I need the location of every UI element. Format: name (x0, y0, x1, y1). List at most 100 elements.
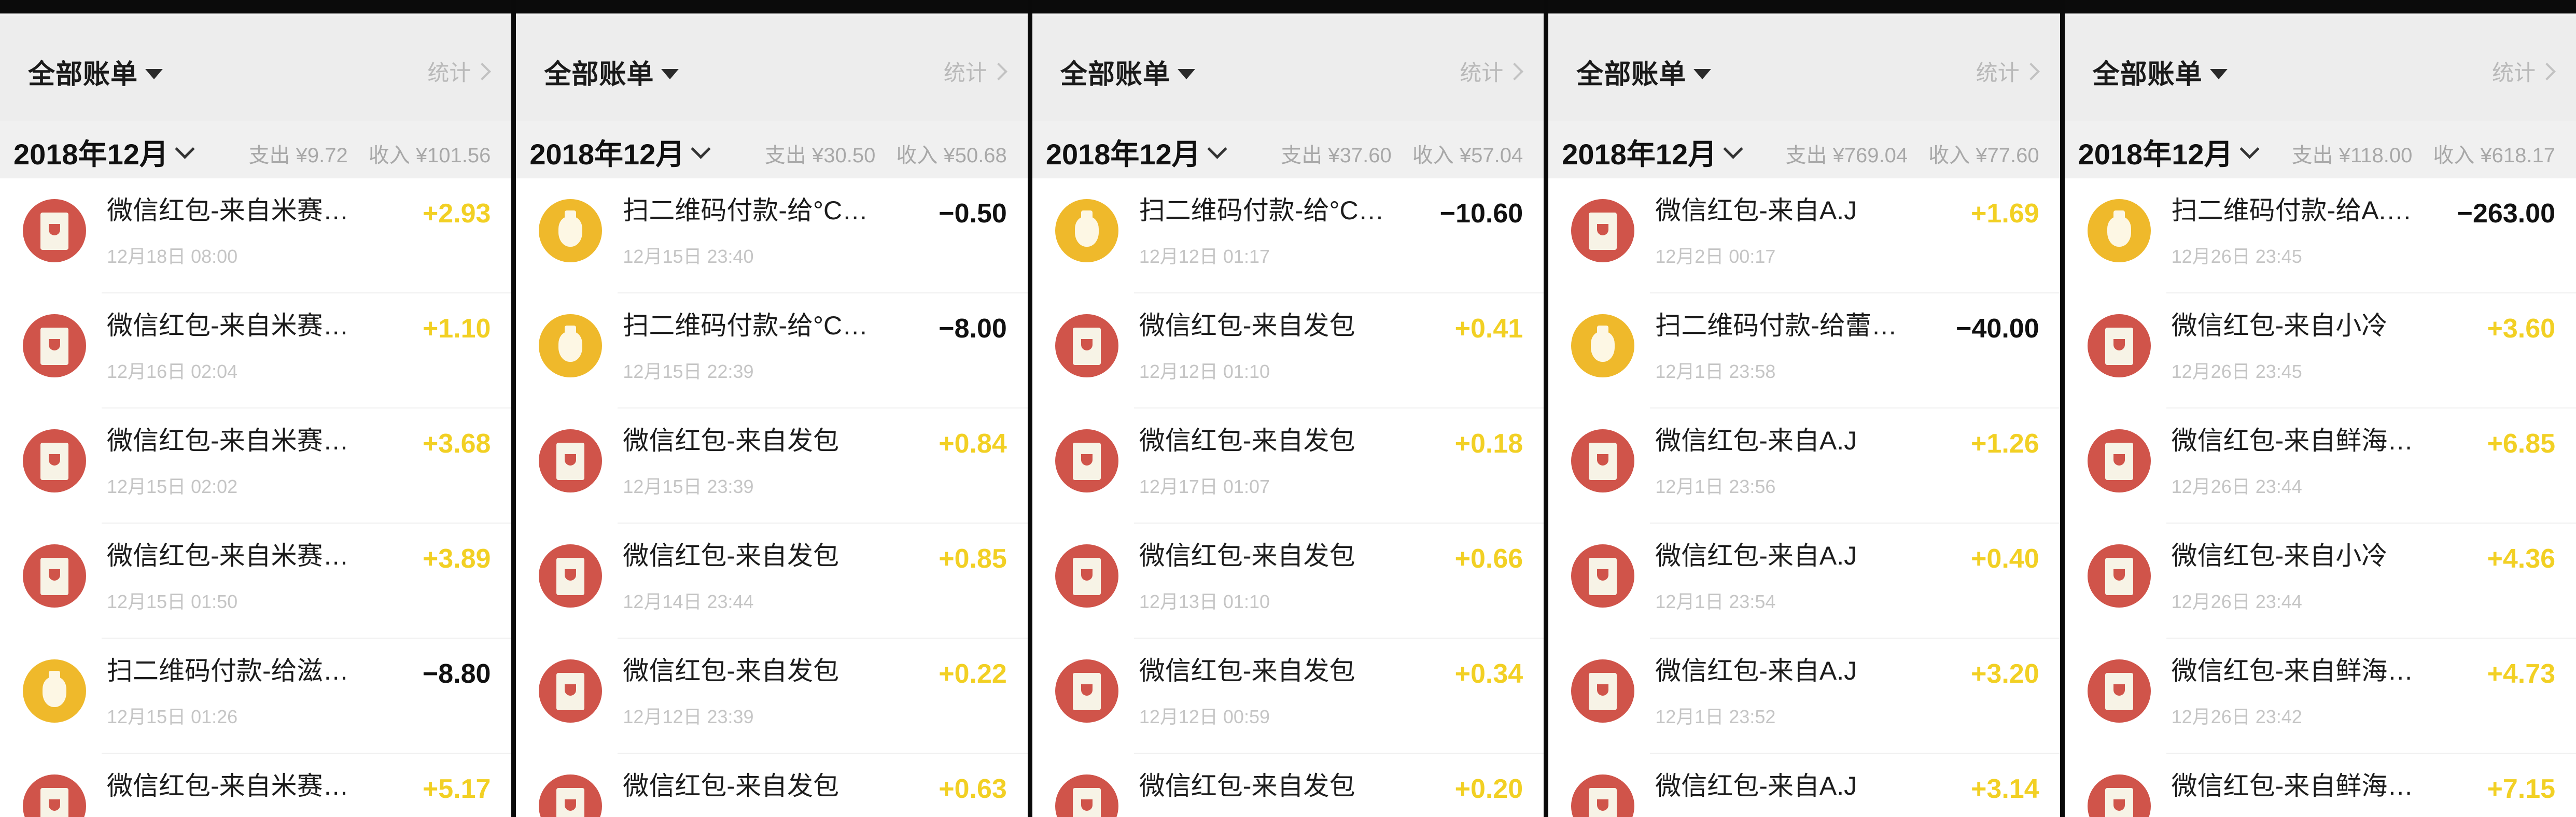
money-bag-icon (1571, 314, 1635, 377)
red-packet-icon (23, 199, 86, 262)
chevron-right-icon (473, 62, 492, 80)
transaction-body: 微信红包-来自A.J 12月2日 00:17 (1634, 196, 1904, 269)
month-selector[interactable]: 2018年12月 (1562, 131, 1743, 173)
bill-filter-label: 全部账单 (2092, 60, 2203, 90)
transaction-row[interactable]: 扫二维码付款-给°C·钦 12月15日 22:39 −8.00 (516, 293, 1028, 408)
transaction-title: 微信红包-来自米赛尔12-... (107, 426, 356, 455)
month-selector[interactable]: 2018年12月 (1046, 131, 1227, 173)
transaction-row[interactable]: 微信红包-来自A.J 12月2日 00:17 +1.69 (1548, 178, 2060, 293)
month-income-total: 收入 ¥50.68 (896, 144, 1007, 167)
transaction-amount: +0.66 (1454, 544, 1523, 574)
month-selector[interactable]: 2018年12月 (13, 131, 195, 173)
month-expense-total: 支出 ¥118.00 (2291, 144, 2413, 167)
nav-bar: 全部账单 统计 (516, 17, 1028, 121)
transaction-row[interactable]: 微信红包-来自发包 12月12日 23:39 +0.22 (516, 639, 1028, 754)
transaction-row[interactable]: 微信红包-来自发包 12月12日 00:59 +0.34 (1032, 639, 1544, 754)
transaction-date: 12月1日 23:58 (1655, 360, 1776, 382)
transaction-title: 微信红包-来自米赛尔12-... (107, 311, 356, 340)
transaction-date: 12月15日 01:50 (107, 590, 238, 612)
transaction-title: 微信红包-来自发包 (623, 426, 839, 455)
red-packet-icon (2087, 314, 2151, 377)
transaction-row[interactable]: 微信红包-来自A.J 12月1日 23:52 +3.20 (1548, 639, 2060, 754)
status-bar (1548, 0, 2060, 13)
bill-filter-dropdown[interactable]: 全部账单 (544, 52, 679, 91)
bill-filter-dropdown[interactable]: 全部账单 (28, 52, 163, 91)
transaction-row[interactable]: 扫二维码付款-给°C·钦 12月12日 01:17 −10.60 (1032, 178, 1544, 293)
statistics-link[interactable]: 统计 (2492, 55, 2556, 87)
statistics-link[interactable]: 统计 (944, 55, 1007, 87)
transaction-row[interactable]: 扫二维码付款-给°C·钦 12月15日 23:40 −0.50 (516, 178, 1028, 293)
red-packet-icon (1571, 659, 1635, 723)
bill-filter-dropdown[interactable]: 全部账单 (1576, 52, 1712, 91)
transaction-title: 微信红包-来自发包 (623, 656, 839, 685)
transaction-row[interactable]: 微信红包-来自小冷 12月26日 23:44 +4.36 (2065, 524, 2576, 639)
money-bag-icon (23, 659, 86, 723)
transaction-row[interactable]: 扫二维码付款-给蕾蕾的... 12月1日 23:58 −40.00 (1548, 293, 2060, 408)
transaction-amount: +1.69 (1971, 199, 2039, 229)
transaction-date: 12月12日 00:59 (1139, 706, 1270, 727)
bill-screen-4: 全部账单 统计 2018年12月 支出 ¥769.04 收入 ¥77.60 微信红包-来自… (1548, 0, 2065, 817)
transaction-row[interactable]: 扫二维码付款-给滋滋好... 12月15日 01:26 −8.80 (0, 639, 512, 754)
transaction-row[interactable]: 扫二维码付款-给A.🐱🐾... 12月26日 23:45 −263.00 (2065, 178, 2576, 293)
transaction-row[interactable]: 微信红包-来自A.J 12月1日 23:56 +1.26 (1548, 408, 2060, 524)
transaction-amount: +3.60 (2487, 314, 2556, 344)
transaction-title: 微信红包-来自小冷 (2171, 541, 2388, 570)
chevron-right-icon (2022, 62, 2040, 80)
month-summary-bar: 2018年12月 支出 ¥118.00 收入 ¥618.17 (2064, 121, 2576, 178)
transaction-row[interactable]: 微信红包-来自鲜海洋🐳12月26日 23:40 +7.15 (2065, 754, 2576, 817)
transaction-title: 微信红包-来自米赛尔12-... (107, 771, 356, 800)
transaction-amount: −8.00 (939, 314, 1007, 344)
transaction-row[interactable]: 微信红包-来自发包 12月12日 01:10 +0.41 (1032, 293, 1544, 408)
transaction-title: 微信红包-来自发包 (1139, 656, 1355, 685)
transaction-body: 微信红包-来自A.J 12月1日 23:52 (1634, 656, 1904, 729)
month-selector[interactable]: 2018年12月 (2078, 131, 2260, 173)
month-label-text: 2018年12月 (529, 138, 685, 171)
statistics-link[interactable]: 统计 (1460, 55, 1524, 87)
transaction-amount: −40.00 (1956, 314, 2039, 344)
transaction-row[interactable]: 微信红包-来自A.J 12月1日 23:54 +0.40 (1548, 524, 2060, 639)
nav-bar: 全部账单 统计 (1548, 17, 2060, 121)
transaction-list: 微信红包-来自A.J 12月2日 00:17 +1.69 扫二维码付款-给蕾蕾的...… (1548, 178, 2060, 817)
transaction-row[interactable]: 微信红包-来自小冷 12月26日 23:45 +3.60 (2065, 293, 2576, 408)
month-selector[interactable]: 2018年12月 (529, 131, 711, 173)
caret-down-icon (1693, 68, 1712, 79)
transaction-row[interactable]: 微信红包-来自发包 12月13日 01:10 +0.66 (1032, 524, 1544, 639)
transaction-row[interactable]: 微信红包-来自发包 12月15日 23:39 +0.84 (516, 408, 1028, 524)
transaction-title: 微信红包-来自发包 (623, 771, 839, 800)
statistics-link[interactable]: 统计 (1976, 55, 2040, 87)
transaction-title: 微信红包-来自鲜海洋🐳 (2171, 771, 2421, 800)
transaction-date: 12月2日 00:17 (1655, 245, 1776, 267)
transaction-date: 12月12日 23:39 (623, 706, 754, 727)
transaction-amount: +5.17 (422, 774, 491, 804)
bill-filter-dropdown[interactable]: 全部账单 (2093, 52, 2228, 91)
transaction-amount: +3.20 (1971, 659, 2039, 689)
statistics-label: 统计 (2492, 61, 2536, 85)
transaction-body: 微信红包-来自发包 12月12日 01:10 (1118, 311, 1388, 384)
transaction-row[interactable]: 微信红包-来自发包 12月14日 23:44 +0.85 (516, 524, 1028, 639)
statistics-link[interactable]: 统计 (427, 55, 492, 87)
chevron-down-icon (1723, 139, 1743, 159)
red-packet-icon (539, 429, 603, 492)
bill-filter-dropdown[interactable]: 全部账单 (1060, 52, 1195, 91)
transaction-date: 12月12日 01:10 (1139, 360, 1270, 382)
month-income-total: 收入 ¥77.60 (1928, 144, 2039, 167)
transaction-row[interactable]: 微信红包-来自鲜海洋🐳 12月26日 23:42 +4.73 (2065, 639, 2576, 754)
transaction-row[interactable]: 微信红包-来自鲜海洋🐳 12月26日 23:44 +6.85 (2065, 408, 2576, 524)
transaction-date: 12月15日 02:02 (107, 475, 238, 497)
transaction-title: 微信红包-来自发包 (1139, 426, 1355, 455)
transaction-body: 微信红包-来自A.J 12月1日 23:54 (1634, 541, 1904, 614)
transaction-row[interactable]: 微信红包-来自发包 12月17日 01:07 +0.18 (1032, 408, 1544, 524)
top-divider (516, 13, 1028, 17)
transaction-date: 12月15日 01:26 (107, 706, 238, 727)
transaction-row[interactable]: 微信红包-来自发包12月11日 23:37 +0.63 (516, 754, 1027, 817)
transaction-amount: +4.36 (2487, 544, 2556, 574)
